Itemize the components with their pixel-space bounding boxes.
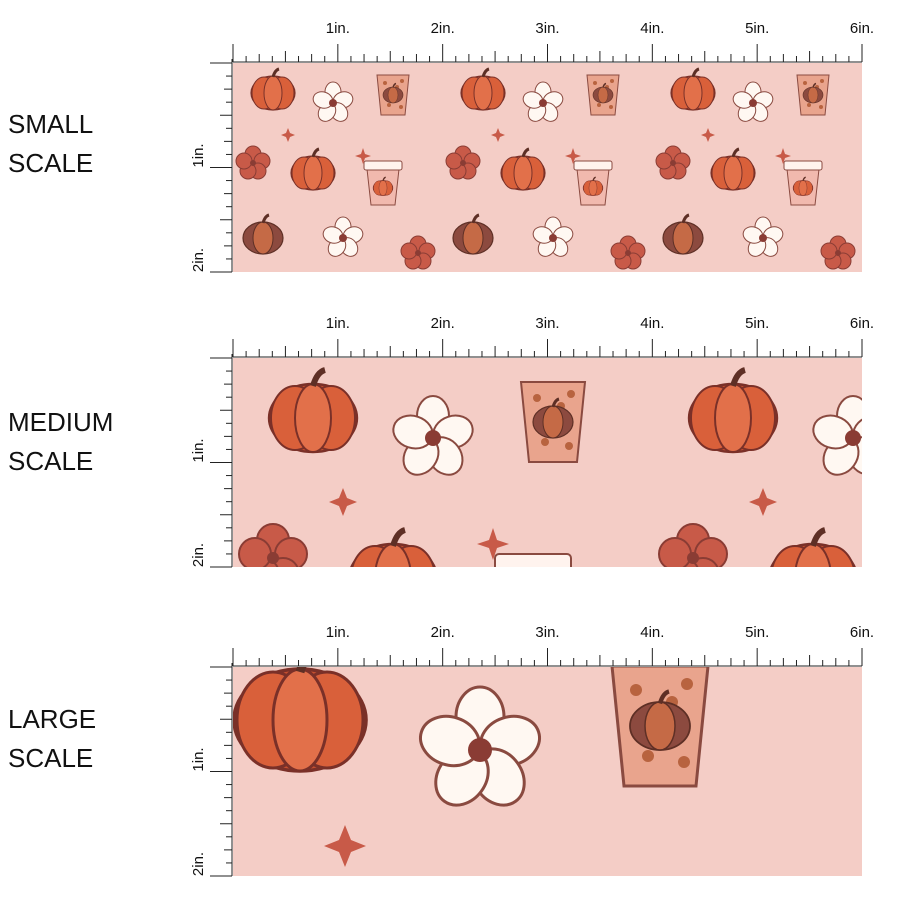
ruler-label: 4in.	[640, 315, 664, 332]
ruler-label: 4in.	[640, 624, 664, 641]
ruler-label: 6in.	[850, 624, 874, 641]
fabric-swatch	[233, 63, 862, 272]
ruler-label: 5in.	[745, 20, 769, 37]
ruler-label: 2in.	[190, 852, 207, 876]
ruler-label: 2in.	[431, 624, 455, 641]
ruler-label: 2in.	[190, 543, 207, 567]
ruler-label: 6in.	[850, 315, 874, 332]
ruler-label: 1in.	[190, 143, 207, 167]
ruler-label: 5in.	[745, 315, 769, 332]
ruler-label: 6in.	[850, 20, 874, 37]
ruler-label: 2in.	[431, 20, 455, 37]
ruler-label: 3in.	[535, 20, 559, 37]
scale-label: SCALE	[8, 743, 93, 773]
scale-panel: SMALL SCALE 1in. 2in. 3in. 4in. 5in. 6in. 1in. 2i…	[8, 20, 874, 273]
fabric-swatch	[233, 667, 862, 876]
ruler-label: 1in.	[326, 315, 350, 332]
ruler-label: 2in.	[431, 315, 455, 332]
ruler-label: 2in.	[190, 248, 207, 272]
ruler-label: 1in.	[190, 438, 207, 462]
ruler-label: 3in.	[535, 624, 559, 641]
ruler-label: 5in.	[745, 624, 769, 641]
ruler-label: 1in.	[326, 624, 350, 641]
scale-label: MEDIUM	[8, 407, 113, 437]
scale-panel: MEDIUM SCALE 1in. 2in. 3in. 4in. 5in. 6in. 1in. 2…	[8, 315, 874, 568]
scale-panel: LARGE SCALE 1in. 2in. 3in. 4in. 5in. 6in. 1in. 2i…	[8, 624, 874, 877]
scale-label: LARGE	[8, 704, 96, 734]
ruler-label: 3in.	[535, 315, 559, 332]
fabric-swatch	[233, 358, 862, 567]
ruler-label: 1in.	[190, 747, 207, 771]
ruler-label: 4in.	[640, 20, 664, 37]
scale-label: SCALE	[8, 446, 93, 476]
ruler-label: 1in.	[326, 20, 350, 37]
scale-label: SCALE	[8, 148, 93, 178]
scale-label: SMALL	[8, 109, 93, 139]
